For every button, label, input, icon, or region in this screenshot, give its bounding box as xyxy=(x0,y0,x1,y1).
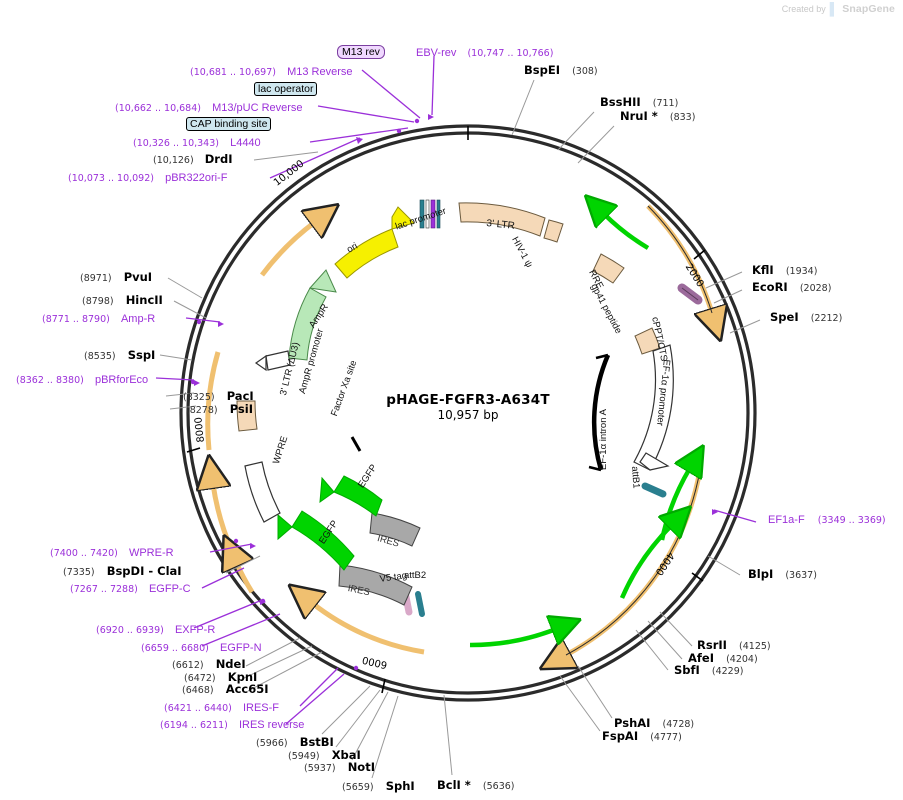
watermark-brand: SnapGene xyxy=(842,3,895,15)
primer-m13-puc-reverse[interactable]: (10,662 .. 10,684) M13/pUC Reverse xyxy=(115,102,303,114)
enzyme-pshai[interactable]: PshAI (4728) xyxy=(614,716,695,730)
primer-egfp-c[interactable]: (7267 .. 7288) EGFP-C xyxy=(70,583,191,595)
enzyme-bspdi-clai[interactable]: (7335) BspDI - ClaI xyxy=(63,564,182,578)
enzyme-blpi[interactable]: BlpI (3637) xyxy=(748,567,817,581)
feature-ef1a-promoter xyxy=(633,344,674,471)
enzyme-ndei[interactable]: (6612) NdeI xyxy=(172,657,246,671)
primer-l4440[interactable]: (10,326 .. 10,343) L4440 xyxy=(133,137,261,149)
feature-ires-inner xyxy=(338,564,413,606)
feature-ampr-head xyxy=(309,269,337,293)
primer-egfp-n[interactable]: (6659 .. 6680) EGFP-N xyxy=(141,642,262,654)
enzyme-bsshii[interactable]: BssHII (711) xyxy=(600,95,679,109)
enzyme-leader-lines xyxy=(159,79,761,779)
feature-factor-xa-site xyxy=(350,436,362,452)
enzyme-ecori[interactable]: EcoRI (2028) xyxy=(752,280,832,294)
enzyme-bspei[interactable]: BspEI (308) xyxy=(524,63,598,77)
primer-pbr322ori-f[interactable]: (10,073 .. 10,092) pBR322ori-F xyxy=(68,172,228,184)
feature-egfp-inner xyxy=(291,510,355,571)
feature-label-ef1a-intron-a: EF-1α intron A xyxy=(598,409,609,470)
feature-wpre xyxy=(244,461,281,523)
enzyme-drdi[interactable]: (10,126) DrdI xyxy=(153,152,233,166)
feature-ampr-promoter-head xyxy=(254,354,267,372)
enzyme-pvui[interactable]: (8971) PvuI xyxy=(80,270,153,284)
enzyme-paci[interactable]: (8325) PacI xyxy=(183,389,254,403)
feature-attb2 xyxy=(415,591,425,617)
feature-3-ltr-du3 xyxy=(236,400,258,432)
plasmid-name: pHAGE-FGFR3-A634T xyxy=(386,392,550,408)
enzyme-sbfi[interactable]: SbfI (4229) xyxy=(674,663,744,677)
enzyme-bstbi[interactable]: (5966) BstBI xyxy=(256,735,334,749)
feature-egfp-outer xyxy=(333,475,383,517)
feature-egfp-inner-head xyxy=(277,513,293,541)
orange-annotation-arcs xyxy=(208,206,712,655)
feature-ori-head xyxy=(391,206,415,230)
feature-ef1a-intron-a xyxy=(591,354,611,471)
feature-gp41-peptide xyxy=(677,283,703,305)
primer-m13-reverse[interactable]: (10,681 .. 10,697) M13 Reverse xyxy=(190,66,353,78)
primer-leader-lines xyxy=(155,55,757,725)
enzyme-nrui[interactable]: NruI * (833) xyxy=(620,109,696,123)
enzyme-rsrii[interactable]: RsrII (4125) xyxy=(697,638,771,652)
feature-ampr xyxy=(288,287,327,361)
boxed-label-lac-operator[interactable]: lac operator xyxy=(254,79,318,96)
snapgene-watermark: Created by ▌ SnapGene xyxy=(782,3,895,15)
feature-cppt-cts xyxy=(634,327,661,355)
feature-ori xyxy=(334,228,399,279)
feature-label-attb1: attB1 xyxy=(629,466,642,489)
feature-ampr-promoter xyxy=(265,350,291,371)
feature-3-ltr xyxy=(458,202,546,237)
feature-attb1 xyxy=(641,482,667,498)
enzyme-kpni[interactable]: (6472) KpnI xyxy=(184,670,258,684)
primer-exfp-r[interactable]: (6920 .. 6939) EXFP-R xyxy=(96,624,216,636)
enzyme-sphi[interactable]: (5659) SphI xyxy=(342,779,415,793)
primer-ebv-rev[interactable]: EBV-rev (10,747 .. 10,766) xyxy=(416,47,554,59)
watermark-prefix: Created by xyxy=(781,4,826,14)
boxed-label-m13-rev[interactable]: M13 rev xyxy=(337,42,385,59)
primer-ires-f[interactable]: (6421 .. 6440) IRES-F xyxy=(164,702,280,714)
snapgene-logo-icon: ▌ xyxy=(829,2,839,16)
primer-wpre-r[interactable]: (7400 .. 7420) WPRE-R xyxy=(50,547,174,559)
feature-label-attb2: attB2 xyxy=(404,570,427,581)
enzyme-kfli[interactable]: KflI (1934) xyxy=(752,263,818,277)
primer-amp-r[interactable]: (8771 .. 8790) Amp-R xyxy=(42,313,156,325)
boxed-label-cap-binding-site[interactable]: CAP binding site xyxy=(186,114,272,131)
tick-marks xyxy=(186,126,706,694)
primer-ires-reverse[interactable]: (6194 .. 6211) IRES reverse xyxy=(160,719,305,731)
feature-ef1a-promoter-arrowhead xyxy=(639,452,670,471)
orange-arc-outlines xyxy=(565,205,713,656)
enzyme-hincii[interactable]: (8798) HincII xyxy=(82,293,163,307)
enzyme-xbai[interactable]: (5949) XbaI xyxy=(288,748,361,762)
feature-ires-outer xyxy=(369,512,421,547)
enzyme-afei[interactable]: AfeI (4204) xyxy=(688,651,758,665)
enzyme-sspi[interactable]: (8535) SspI xyxy=(84,348,156,362)
green-annotation-arcs xyxy=(469,214,690,648)
primer-pbrforeco[interactable]: (8362 .. 8380) pBRforEco xyxy=(16,374,149,386)
feature-ef1a-intron-bracket-ends xyxy=(588,353,609,472)
plasmid-size: 10,957 bp xyxy=(437,408,499,422)
feature-egfp-outer-head xyxy=(319,476,335,504)
plasmid-title-block: pHAGE-FGFR3-A634T 10,957 bp xyxy=(338,392,598,422)
primer-site-dots xyxy=(190,118,420,671)
enzyme-fspai[interactable]: FspAI (4777) xyxy=(602,729,682,743)
enzyme-psii[interactable]: (8278) PsiI xyxy=(186,402,253,416)
enzyme-spei[interactable]: SpeI (2212) xyxy=(770,310,843,324)
feature-lac-promoter xyxy=(419,199,441,229)
feature-rre xyxy=(592,253,625,284)
feature-hiv1-psi xyxy=(543,219,564,243)
enzyme-bcli[interactable]: BclI * (5636) xyxy=(437,778,515,792)
primer-ef1a-f[interactable]: EF1a-F (3349 .. 3369) xyxy=(768,514,886,526)
enzyme-noti[interactable]: (5937) NotI xyxy=(304,760,375,774)
enzyme-acc65i[interactable]: (6468) Acc65I xyxy=(182,682,269,696)
